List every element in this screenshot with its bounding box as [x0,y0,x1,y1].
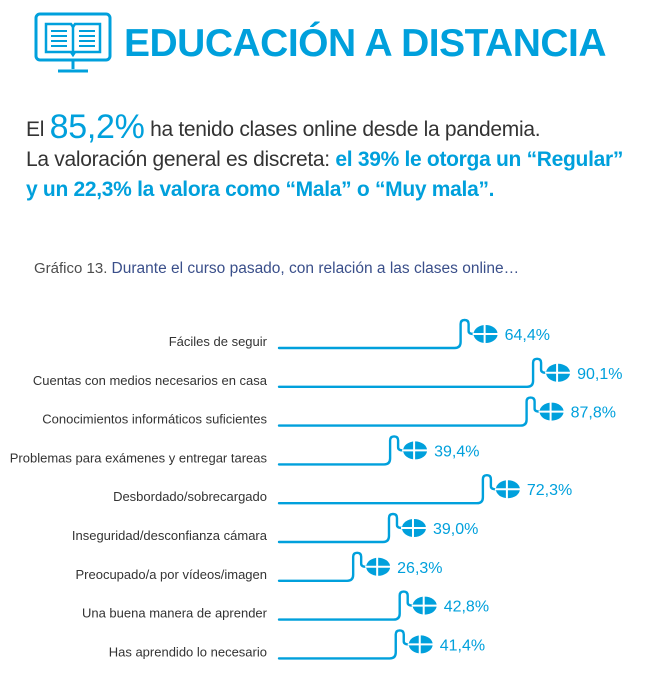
chart-caption: Gráfico 13. Durante el curso pasado, con… [34,260,519,278]
bar-row: Inseguridad/desconfianza cámara 39,0% [72,512,478,544]
bar-row: Problemas para exámenes y entregar tarea… [10,435,479,466]
bar-row: Fáciles de seguir 64,4% [169,318,550,350]
computer-mouse-icon [402,440,429,461]
value-label: 39,0% [433,521,478,538]
bar [277,396,541,427]
category-label: Desbordado/sobrecargado [113,489,267,504]
bar-row: Has aprendido lo necesario 41,4% [109,629,485,660]
bar [277,629,410,660]
computer-mouse-icon [365,556,392,577]
intro-line-3: y un 22,3% la valora como “Mala” o “Muy … [26,175,636,205]
category-label: Cuentas con medios necesarios en casa [33,373,268,388]
bar-chart: Fáciles de seguir 64,4% Cuentas con medios… [10,318,622,660]
chart-caption-label: Gráfico 13. [34,260,108,277]
computer-mouse-icon [494,479,521,500]
chart-caption-text: Durante el curso pasado, con relación a … [111,260,520,277]
online-percent: 85,2% [49,108,145,146]
open-book-monitor-icon [34,12,112,73]
bar [277,357,548,388]
bar [277,512,404,544]
intro-line-2: La valoración general es discreta: el 39… [26,148,624,171]
value-label: 90,1% [577,366,622,383]
bar [277,590,414,621]
category-label: Inseguridad/desconfianza cámara [72,528,268,543]
bar [277,318,475,350]
intro-highlight-mala: y un 22,3% la valora como “Mala” o “Muy … [26,178,495,201]
value-label: 26,3% [397,560,442,577]
category-label: Una buena manera de aprender [82,606,268,621]
bar-row: Preocupado/a por vídeos/imagen 26,3% [75,551,443,582]
bar-row: Cuentas con medios necesarios en casa 90,… [33,357,622,388]
bar-row: Conocimientos informáticos suficientes 87… [42,396,616,427]
category-label: Problemas para exámenes y entregar tarea… [10,450,268,465]
bar [277,474,498,505]
category-label: Conocimientos informáticos suficientes [42,412,267,427]
bar [277,435,405,466]
value-label: 41,4% [440,637,485,654]
value-label: 72,3% [527,482,572,499]
category-label: Preocupado/a por vídeos/imagen [75,567,267,582]
computer-mouse-icon [538,401,565,422]
computer-mouse-icon [472,324,499,344]
intro-text: El 85,2% ha tenido clases online desde l… [26,108,636,205]
category-label: Has aprendido lo necesario [109,644,267,659]
value-label: 64,4% [505,327,550,344]
computer-mouse-icon [400,518,427,538]
value-label: 87,8% [571,405,616,422]
page-title: EDUCACIÓN A DISTANCIA [124,22,607,65]
computer-mouse-icon [545,362,572,383]
value-label: 42,8% [444,599,489,616]
category-label: Fáciles de seguir [169,334,268,349]
computer-mouse-icon [411,595,438,616]
header: EDUCACIÓN A DISTANCIA [34,10,634,80]
computer-mouse-icon [407,634,434,655]
bar-row: Desbordado/sobrecargado 72,3% [113,474,572,505]
bar [277,551,368,582]
intro-line-1: El 85,2% ha tenido clases online desde l… [26,108,541,146]
bar-row: Una buena manera de aprender 42,8% [82,590,489,621]
value-label: 39,4% [434,443,479,460]
intro-highlight-regular: el 39% le otorga un “Regular” [335,148,624,171]
